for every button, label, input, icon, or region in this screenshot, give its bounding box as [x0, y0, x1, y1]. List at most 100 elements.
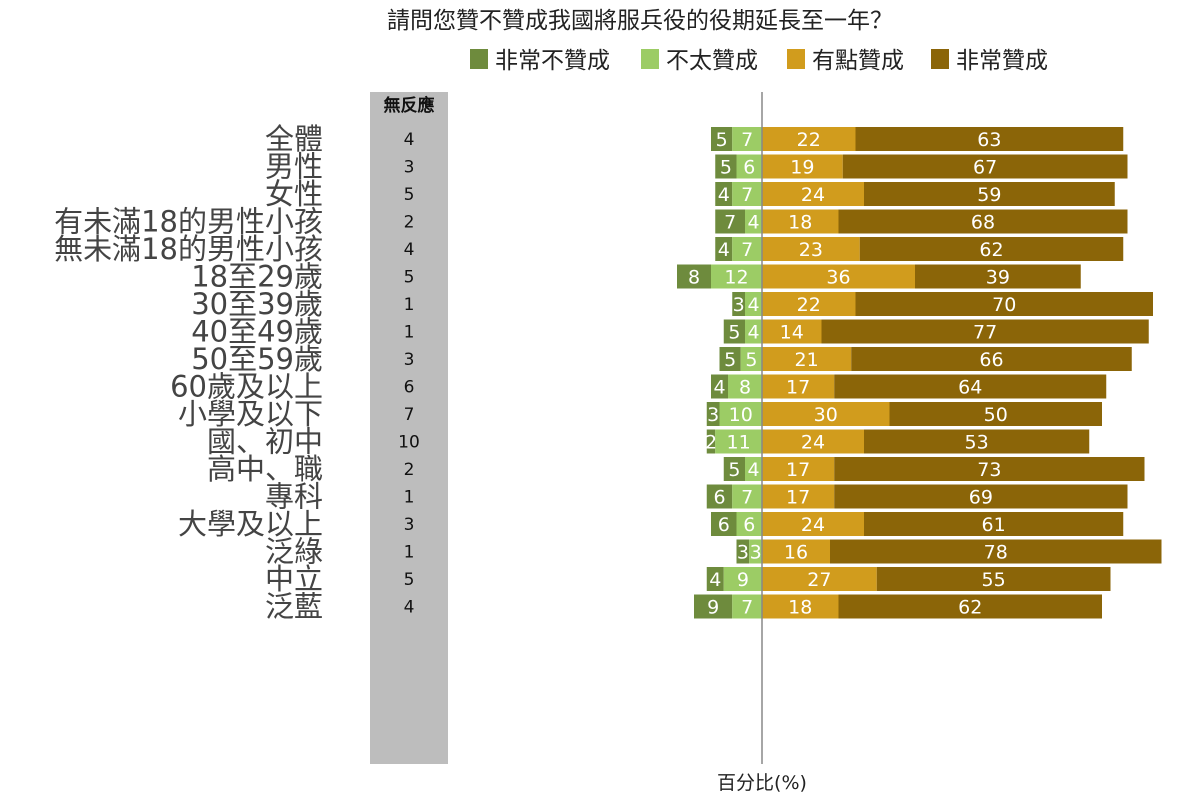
bar-segment — [732, 594, 762, 619]
bar-value-label: 3 — [707, 404, 719, 426]
row-label: 18至29歲 — [191, 260, 323, 294]
bar-segment — [876, 567, 1111, 591]
bar-value-label: 78 — [984, 542, 1008, 564]
no-response-value: 3 — [404, 350, 415, 370]
bar-segment — [732, 182, 762, 206]
bar-row: 30至39歲 1 3 4 22 70 — [191, 287, 1153, 321]
bar-segment — [719, 402, 762, 426]
bar-value-label: 50 — [984, 404, 1008, 426]
bar-value-label: 12 — [724, 267, 748, 289]
bar-segment — [855, 292, 1153, 316]
bar-segment — [732, 484, 762, 509]
bar-value-label: 30 — [814, 404, 838, 426]
no-response-value: 10 — [398, 433, 420, 453]
bar-row: 有未滿18的男性小孩 2 7 4 18 68 — [54, 205, 1128, 239]
bar-segment — [830, 539, 1162, 564]
legend-label: 非常不贊成 — [495, 48, 610, 74]
no-response-header: 無反應 — [384, 95, 435, 116]
row-label: 小學及以下 — [178, 397, 323, 431]
bar-row: 無未滿18的男性小孩 4 4 7 23 62 — [54, 232, 1124, 266]
bar-segment — [855, 127, 1124, 151]
no-response-value: 1 — [404, 323, 415, 343]
bar-value-label: 4 — [718, 239, 730, 261]
bar-value-label: 6 — [743, 514, 755, 536]
bar-value-label: 16 — [784, 542, 808, 564]
bar-value-label: 62 — [979, 239, 1003, 261]
bar-value-label: 17 — [786, 487, 810, 509]
chart-title: 請問您贊不贊成我國將服兵役的役期延長至一年？ — [387, 8, 893, 34]
bar-value-label: 24 — [801, 184, 825, 206]
row-label: 中立 — [265, 562, 323, 596]
bar-segment — [728, 374, 762, 399]
bar-row: 國、初中 10 2 11 24 53 — [207, 425, 1090, 459]
legend-label: 不太贊成 — [666, 48, 758, 74]
no-response-value: 3 — [404, 515, 415, 535]
bar-segment — [715, 429, 762, 454]
bar-segment — [732, 237, 762, 261]
bar-segment — [762, 209, 839, 234]
bar-value-label: 24 — [801, 432, 825, 454]
legend-label: 非常贊成 — [956, 48, 1048, 74]
bar-segment — [762, 594, 839, 619]
bar-value-label: 5 — [745, 349, 757, 371]
bar-value-label: 10 — [729, 404, 753, 426]
legend: 非常不贊成 不太贊成 有點贊成 非常贊成 — [470, 48, 1048, 74]
bar-value-label: 3 — [733, 294, 745, 316]
bar-value-label: 5 — [728, 459, 740, 481]
bar-segment — [711, 264, 762, 289]
no-response-value: 6 — [404, 378, 415, 398]
bar-value-label: 73 — [977, 459, 1001, 481]
bar-segment — [723, 567, 762, 591]
no-response-value: 4 — [404, 130, 415, 150]
bar-row: 大學及以上 3 6 6 24 61 — [178, 507, 1124, 541]
bar-row: 40至49歲 1 5 4 14 77 — [191, 315, 1149, 349]
bar-value-label: 22 — [797, 294, 821, 316]
bar-value-label: 9 — [707, 597, 719, 619]
bar-segment — [762, 374, 835, 399]
bar-segment — [851, 347, 1132, 371]
bar-segment — [694, 594, 733, 619]
bar-segment — [762, 457, 835, 481]
legend-swatch — [931, 49, 949, 69]
row-label: 40至49歲 — [191, 315, 323, 349]
bar-value-label: 17 — [786, 377, 810, 399]
no-response-value: 5 — [404, 268, 415, 288]
bar-value-label: 8 — [739, 377, 751, 399]
bar-segment — [762, 484, 835, 509]
no-response-value: 1 — [404, 295, 415, 315]
bar-segment — [821, 319, 1149, 344]
legend-label: 有點贊成 — [812, 48, 904, 74]
bar-row: 小學及以下 7 3 10 30 50 — [178, 397, 1102, 431]
bar-value-label: 18 — [788, 597, 812, 619]
bar-segment — [762, 539, 830, 564]
bar-value-label: 7 — [741, 184, 753, 206]
legend-swatch — [470, 49, 488, 69]
bar-value-label: 9 — [737, 569, 749, 591]
no-response-value: 7 — [404, 405, 415, 425]
row-label: 專科 — [265, 480, 323, 514]
bar-segment — [889, 402, 1102, 426]
row-label: 男性 — [265, 150, 323, 184]
bar-value-label: 66 — [979, 349, 1003, 371]
row-label: 30至39歲 — [191, 287, 323, 321]
no-response-value: 3 — [404, 158, 415, 178]
bar-value-label: 36 — [826, 267, 850, 289]
bar-segment — [711, 374, 728, 399]
bar-value-label: 5 — [724, 349, 736, 371]
bar-value-label: 7 — [741, 487, 753, 509]
bar-value-label: 27 — [807, 569, 831, 591]
bar-segment — [715, 237, 733, 261]
no-response-value: 1 — [404, 488, 415, 508]
bar-segment — [762, 237, 860, 261]
bar-row: 男性 3 5 6 19 67 — [265, 150, 1128, 184]
bar-value-label: 77 — [973, 322, 997, 344]
bar-segment — [706, 429, 716, 454]
bar-value-label: 5 — [720, 157, 732, 179]
bar-segment — [762, 292, 856, 316]
bar-segment — [711, 127, 733, 151]
bar-value-label: 4 — [709, 569, 721, 591]
bar-value-label: 22 — [797, 129, 821, 151]
bar-value-label: 17 — [786, 459, 810, 481]
bar-segment — [745, 209, 762, 234]
bar-segment — [723, 457, 745, 481]
